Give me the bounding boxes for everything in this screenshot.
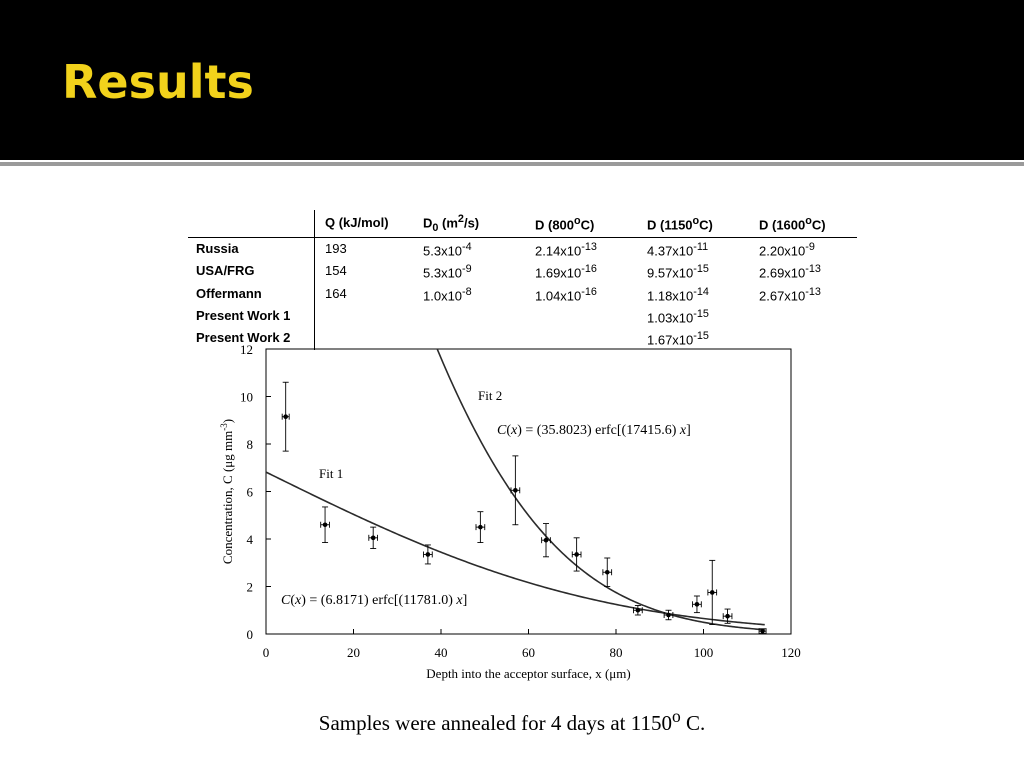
data-point xyxy=(635,607,641,613)
data-point xyxy=(543,537,549,543)
data-point xyxy=(425,552,431,557)
cell-q: 164 xyxy=(325,285,347,301)
table-header-d1600: D (1600oC) xyxy=(751,210,857,238)
y-tick-label: 4 xyxy=(247,532,254,547)
diffusion-coefficients-table: Q (kJ/mol) D0 (m2/s) D (800oC) D (1150oC… xyxy=(188,210,857,350)
header-divider xyxy=(0,162,1024,166)
data-point xyxy=(760,628,765,634)
data-point xyxy=(322,522,328,528)
x-axis-label: Depth into the acceptor surface, x (μm) xyxy=(426,666,630,681)
table-header-d800: D (800oC) xyxy=(527,210,639,238)
table-row: Russia 193 5.3x10-4 2.14x10-13 4.37x10-1… xyxy=(188,237,857,261)
fit-equation: C(x) = (35.8023) erfc[(17415.6) x] xyxy=(497,423,691,438)
row-name: Offermann xyxy=(188,282,315,305)
fit-curve xyxy=(266,471,765,626)
cell-d1150: 9.57x10-15 xyxy=(647,263,709,281)
cell-d0: 5.3x10-4 xyxy=(423,240,472,259)
fit-label: Fit 2 xyxy=(478,388,502,403)
table-header-q: Q (kJ/mol) xyxy=(314,210,415,238)
slide-header: Results xyxy=(0,0,1024,160)
x-tick-label: 20 xyxy=(347,645,360,660)
cell-d1150: 1.18x10-14 xyxy=(647,285,709,303)
cell-d1150: 1.67x10-15 xyxy=(647,330,709,348)
y-tick-label: 0 xyxy=(247,627,254,642)
data-point xyxy=(574,552,579,557)
y-tick-label: 12 xyxy=(240,342,253,357)
row-name: Present Work 1 xyxy=(188,304,315,328)
fit-curve xyxy=(436,349,765,631)
data-point xyxy=(283,414,288,419)
data-point xyxy=(725,613,730,619)
cell-d800: 1.04x10-16 xyxy=(535,285,597,303)
x-tick-label: 40 xyxy=(435,645,448,660)
table-row: Offermann 164 1.0x10-8 1.04x10-16 1.18x1… xyxy=(188,282,857,305)
cell-d1150: 4.37x10-11 xyxy=(647,240,709,259)
data-point xyxy=(694,602,700,607)
y-tick-label: 8 xyxy=(247,437,254,452)
data-point xyxy=(478,524,483,530)
data-point xyxy=(513,488,518,493)
diffusion-table-container: Q (kJ/mol) D0 (m2/s) D (800oC) D (1150oC… xyxy=(188,210,870,350)
table-header-d0: D0 (m2/s) xyxy=(415,210,527,238)
cell-d0: 5.3x10-9 xyxy=(423,263,472,281)
cell-q: 193 xyxy=(325,241,347,257)
x-tick-label: 0 xyxy=(263,645,270,660)
slide-title: Results xyxy=(62,55,254,109)
cell-d1600: 2.20x10-9 xyxy=(759,240,815,259)
data-point xyxy=(709,590,715,595)
row-name: USA/FRG xyxy=(188,260,315,283)
concentration-chart: 0 20 40 60 80 100 120 0 2 4 6 8 10 12 Depth into the a… xyxy=(219,342,801,681)
fit-label: Fit 1 xyxy=(319,466,343,481)
table-row: Present Work 1 1.03x10-15 xyxy=(188,304,857,328)
y-axis-label: Concentration, C (μg mm-3) xyxy=(219,419,235,564)
table-header-row: Q (kJ/mol) D0 (m2/s) D (800oC) D (1150oC… xyxy=(188,210,857,238)
x-tick-label: 100 xyxy=(694,645,714,660)
table-header-corner xyxy=(188,210,315,238)
data-point xyxy=(370,535,376,541)
x-tick-label: 120 xyxy=(781,645,801,660)
cell-d800: 2.14x10-13 xyxy=(535,240,597,259)
cell-d1600: 2.69x10-13 xyxy=(759,263,821,281)
slide-caption: Samples were annealed for 4 days at 1150… xyxy=(318,706,706,735)
x-tick-label: 60 xyxy=(522,645,535,660)
y-tick-label: 2 xyxy=(247,580,254,595)
data-point xyxy=(604,569,610,575)
data-point xyxy=(666,612,671,618)
cell-d800: 1.69x10-16 xyxy=(535,263,597,281)
cell-q: 154 xyxy=(325,263,347,279)
row-name: Russia xyxy=(188,237,315,261)
y-tick-label: 10 xyxy=(240,390,253,405)
cell-d1600: 2.67x10-13 xyxy=(759,285,821,303)
x-tick-label: 80 xyxy=(610,645,623,660)
y-tick-label: 6 xyxy=(247,485,254,500)
row-name: Present Work 2 xyxy=(188,327,315,350)
table-header-d1150: D (1150oC) xyxy=(639,210,751,238)
cell-d0: 1.0x10-8 xyxy=(423,285,472,303)
table-row: Present Work 2 1.67x10-15 xyxy=(188,327,857,350)
table-row: USA/FRG 154 5.3x10-9 1.69x10-16 9.57x10-… xyxy=(188,260,857,283)
cell-d1150: 1.03x10-15 xyxy=(647,307,709,326)
fit-equation: C(x) = (6.8171) erfc[(11781.0) x] xyxy=(281,593,467,608)
